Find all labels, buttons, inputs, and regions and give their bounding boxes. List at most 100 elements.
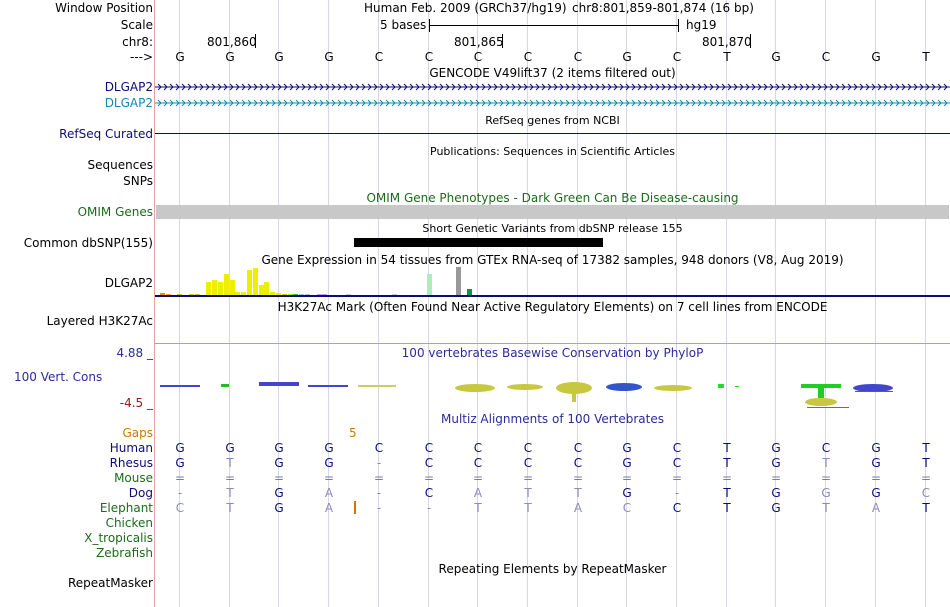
- gtex-tissue-bar[interactable]: [218, 282, 223, 295]
- gtex-tissue-bar[interactable]: [317, 294, 322, 295]
- gaps-label[interactable]: Gaps: [122, 426, 153, 440]
- gtex-tissue-bar[interactable]: [259, 285, 264, 295]
- gtex-tissue-bar[interactable]: [467, 289, 472, 295]
- species-label[interactable]: Mouse: [114, 471, 153, 485]
- gtex-tissue-bar[interactable]: [189, 294, 194, 295]
- gtex-tissue-bar[interactable]: [346, 294, 351, 295]
- position-title[interactable]: chr8:801,859-801,874 (16 bp): [572, 1, 754, 15]
- h3k27ac-label[interactable]: Layered H3K27Ac: [46, 314, 153, 328]
- alignment-base: C: [424, 441, 434, 455]
- gtex-expression-chart[interactable]: [155, 267, 950, 297]
- refseq-gene-line[interactable]: [155, 133, 950, 134]
- gtex-tissue-bar[interactable]: [212, 280, 217, 295]
- dbsnp-track-title[interactable]: Short Genetic Variants from dbSNP releas…: [422, 222, 683, 235]
- refseq-track-title[interactable]: RefSeq genes from NCBI: [485, 114, 620, 127]
- gtex-tissue-bar[interactable]: [206, 282, 211, 295]
- gencode-item-label[interactable]: DLGAP2: [104, 80, 153, 94]
- alignment-base: =: [770, 471, 782, 485]
- phylop-logo-plot[interactable]: [155, 378, 950, 412]
- gtex-tissue-bar[interactable]: [276, 293, 281, 295]
- snps-label[interactable]: SNPs: [123, 174, 153, 188]
- gtex-tissue-bar[interactable]: [270, 292, 275, 295]
- alignment-base: =: [572, 471, 584, 485]
- gtex-tissue-bar[interactable]: [264, 282, 269, 295]
- reference-base: G: [771, 50, 781, 64]
- dbsnp-variant-bar[interactable]: [354, 238, 603, 247]
- gtex-tissue-bar[interactable]: [288, 294, 293, 295]
- gtex-tissue-bar[interactable]: [299, 294, 304, 295]
- gtex-label[interactable]: DLGAP2: [104, 276, 153, 290]
- multiz-track-title[interactable]: Multiz Alignments of 100 Vertebrates: [440, 412, 665, 426]
- gtex-tissue-bar[interactable]: [282, 294, 287, 295]
- repeatmasker-label[interactable]: RepeatMasker: [67, 576, 153, 590]
- refseq-label[interactable]: RefSeq Curated: [59, 127, 153, 141]
- publications-track-title[interactable]: Publications: Sequences in Scientific Ar…: [430, 145, 675, 158]
- alignment-base: T: [922, 456, 930, 470]
- gtex-tissue-bar[interactable]: [241, 292, 246, 295]
- alignment-base: T: [723, 501, 731, 515]
- species-label[interactable]: X_tropicalis: [84, 531, 153, 545]
- gtex-tissue-bar[interactable]: [305, 294, 310, 295]
- grid-line: [726, 0, 727, 607]
- species-label[interactable]: Human: [109, 441, 153, 455]
- gtex-tissue-bar[interactable]: [322, 294, 327, 295]
- alignment-base: A: [473, 486, 483, 500]
- omim-track-title[interactable]: OMIM Gene Phenotypes - Dark Green Can Be…: [366, 191, 739, 205]
- alignment-base: G: [175, 441, 185, 455]
- species-label[interactable]: Dog: [128, 486, 153, 500]
- h3k27ac-track-title[interactable]: H3K27Ac Mark (Often Found Near Active Re…: [277, 300, 828, 314]
- gtex-tissue-bar[interactable]: [230, 280, 235, 295]
- repeatmasker-track-title[interactable]: Repeating Elements by RepeatMasker: [438, 562, 667, 576]
- alignment-base: T: [723, 456, 731, 470]
- reference-base: C: [374, 50, 384, 64]
- gtex-tissue-bar[interactable]: [224, 274, 229, 295]
- dbsnp-label[interactable]: Common dbSNP(155): [23, 236, 153, 250]
- alignment-base: =: [721, 471, 733, 485]
- alignment-base: C: [573, 441, 583, 455]
- alignment-base: G: [274, 486, 284, 500]
- gene-model-dlgap2[interactable]: [155, 80, 950, 94]
- gtex-tissue-bar[interactable]: [253, 268, 258, 295]
- gtex-track-title[interactable]: Gene Expression in 54 tissues from GTEx …: [261, 253, 844, 267]
- gene-model-dlgap2-alt[interactable]: [155, 96, 950, 110]
- alignment-base: =: [870, 471, 882, 485]
- alignment-base: T: [822, 456, 830, 470]
- species-label[interactable]: Zebrafish: [96, 546, 153, 560]
- gtex-tissue-bar[interactable]: [392, 294, 397, 295]
- reference-base: C: [523, 50, 533, 64]
- species-label[interactable]: Rhesus: [109, 456, 153, 470]
- alignment-base: =: [920, 471, 932, 485]
- alignment-base: =: [174, 471, 186, 485]
- gtex-tissue-bar[interactable]: [456, 267, 461, 295]
- gencode-track-title[interactable]: GENCODE V49lift37 (2 items filtered out): [429, 66, 676, 80]
- gtex-tissue-bar[interactable]: [427, 274, 432, 295]
- omim-phenotype-bar[interactable]: [156, 205, 949, 219]
- alignment-base: G: [274, 501, 284, 515]
- phylop-track-title[interactable]: 100 vertebrates Basewise Conservation by…: [401, 346, 704, 360]
- alignment-base: T: [226, 456, 234, 470]
- gencode-item-label[interactable]: DLGAP2: [104, 96, 153, 110]
- gtex-tissue-bar[interactable]: [247, 270, 252, 295]
- gtex-tissue-bar[interactable]: [177, 294, 182, 295]
- grid-line: [328, 0, 329, 607]
- ruler-tick-label: 801,870: [702, 35, 752, 49]
- alignment-base: G: [622, 486, 632, 500]
- alignment-base: -: [376, 486, 382, 500]
- omim-label[interactable]: OMIM Genes: [77, 205, 153, 219]
- reference-base: T: [922, 50, 930, 64]
- species-label[interactable]: Chicken: [105, 516, 153, 530]
- alignment-base: C: [473, 441, 483, 455]
- species-label[interactable]: Elephant: [99, 501, 153, 515]
- alignment-base: G: [771, 486, 781, 500]
- gtex-tissue-bar[interactable]: [160, 293, 165, 295]
- gtex-tissue-bar[interactable]: [235, 292, 240, 295]
- gtex-tissue-bar[interactable]: [166, 294, 171, 295]
- alignment-base: =: [423, 471, 435, 485]
- gap-insertion-marker[interactable]: [354, 501, 356, 514]
- sequences-label[interactable]: Sequences: [87, 158, 153, 172]
- phylop-label[interactable]: 100 Vert. Cons: [14, 370, 103, 384]
- gtex-tissue-bar[interactable]: [293, 294, 298, 295]
- alignment-base: T: [723, 486, 731, 500]
- h3k27ac-baseline: [155, 343, 950, 344]
- gtex-tissue-bar[interactable]: [195, 294, 200, 295]
